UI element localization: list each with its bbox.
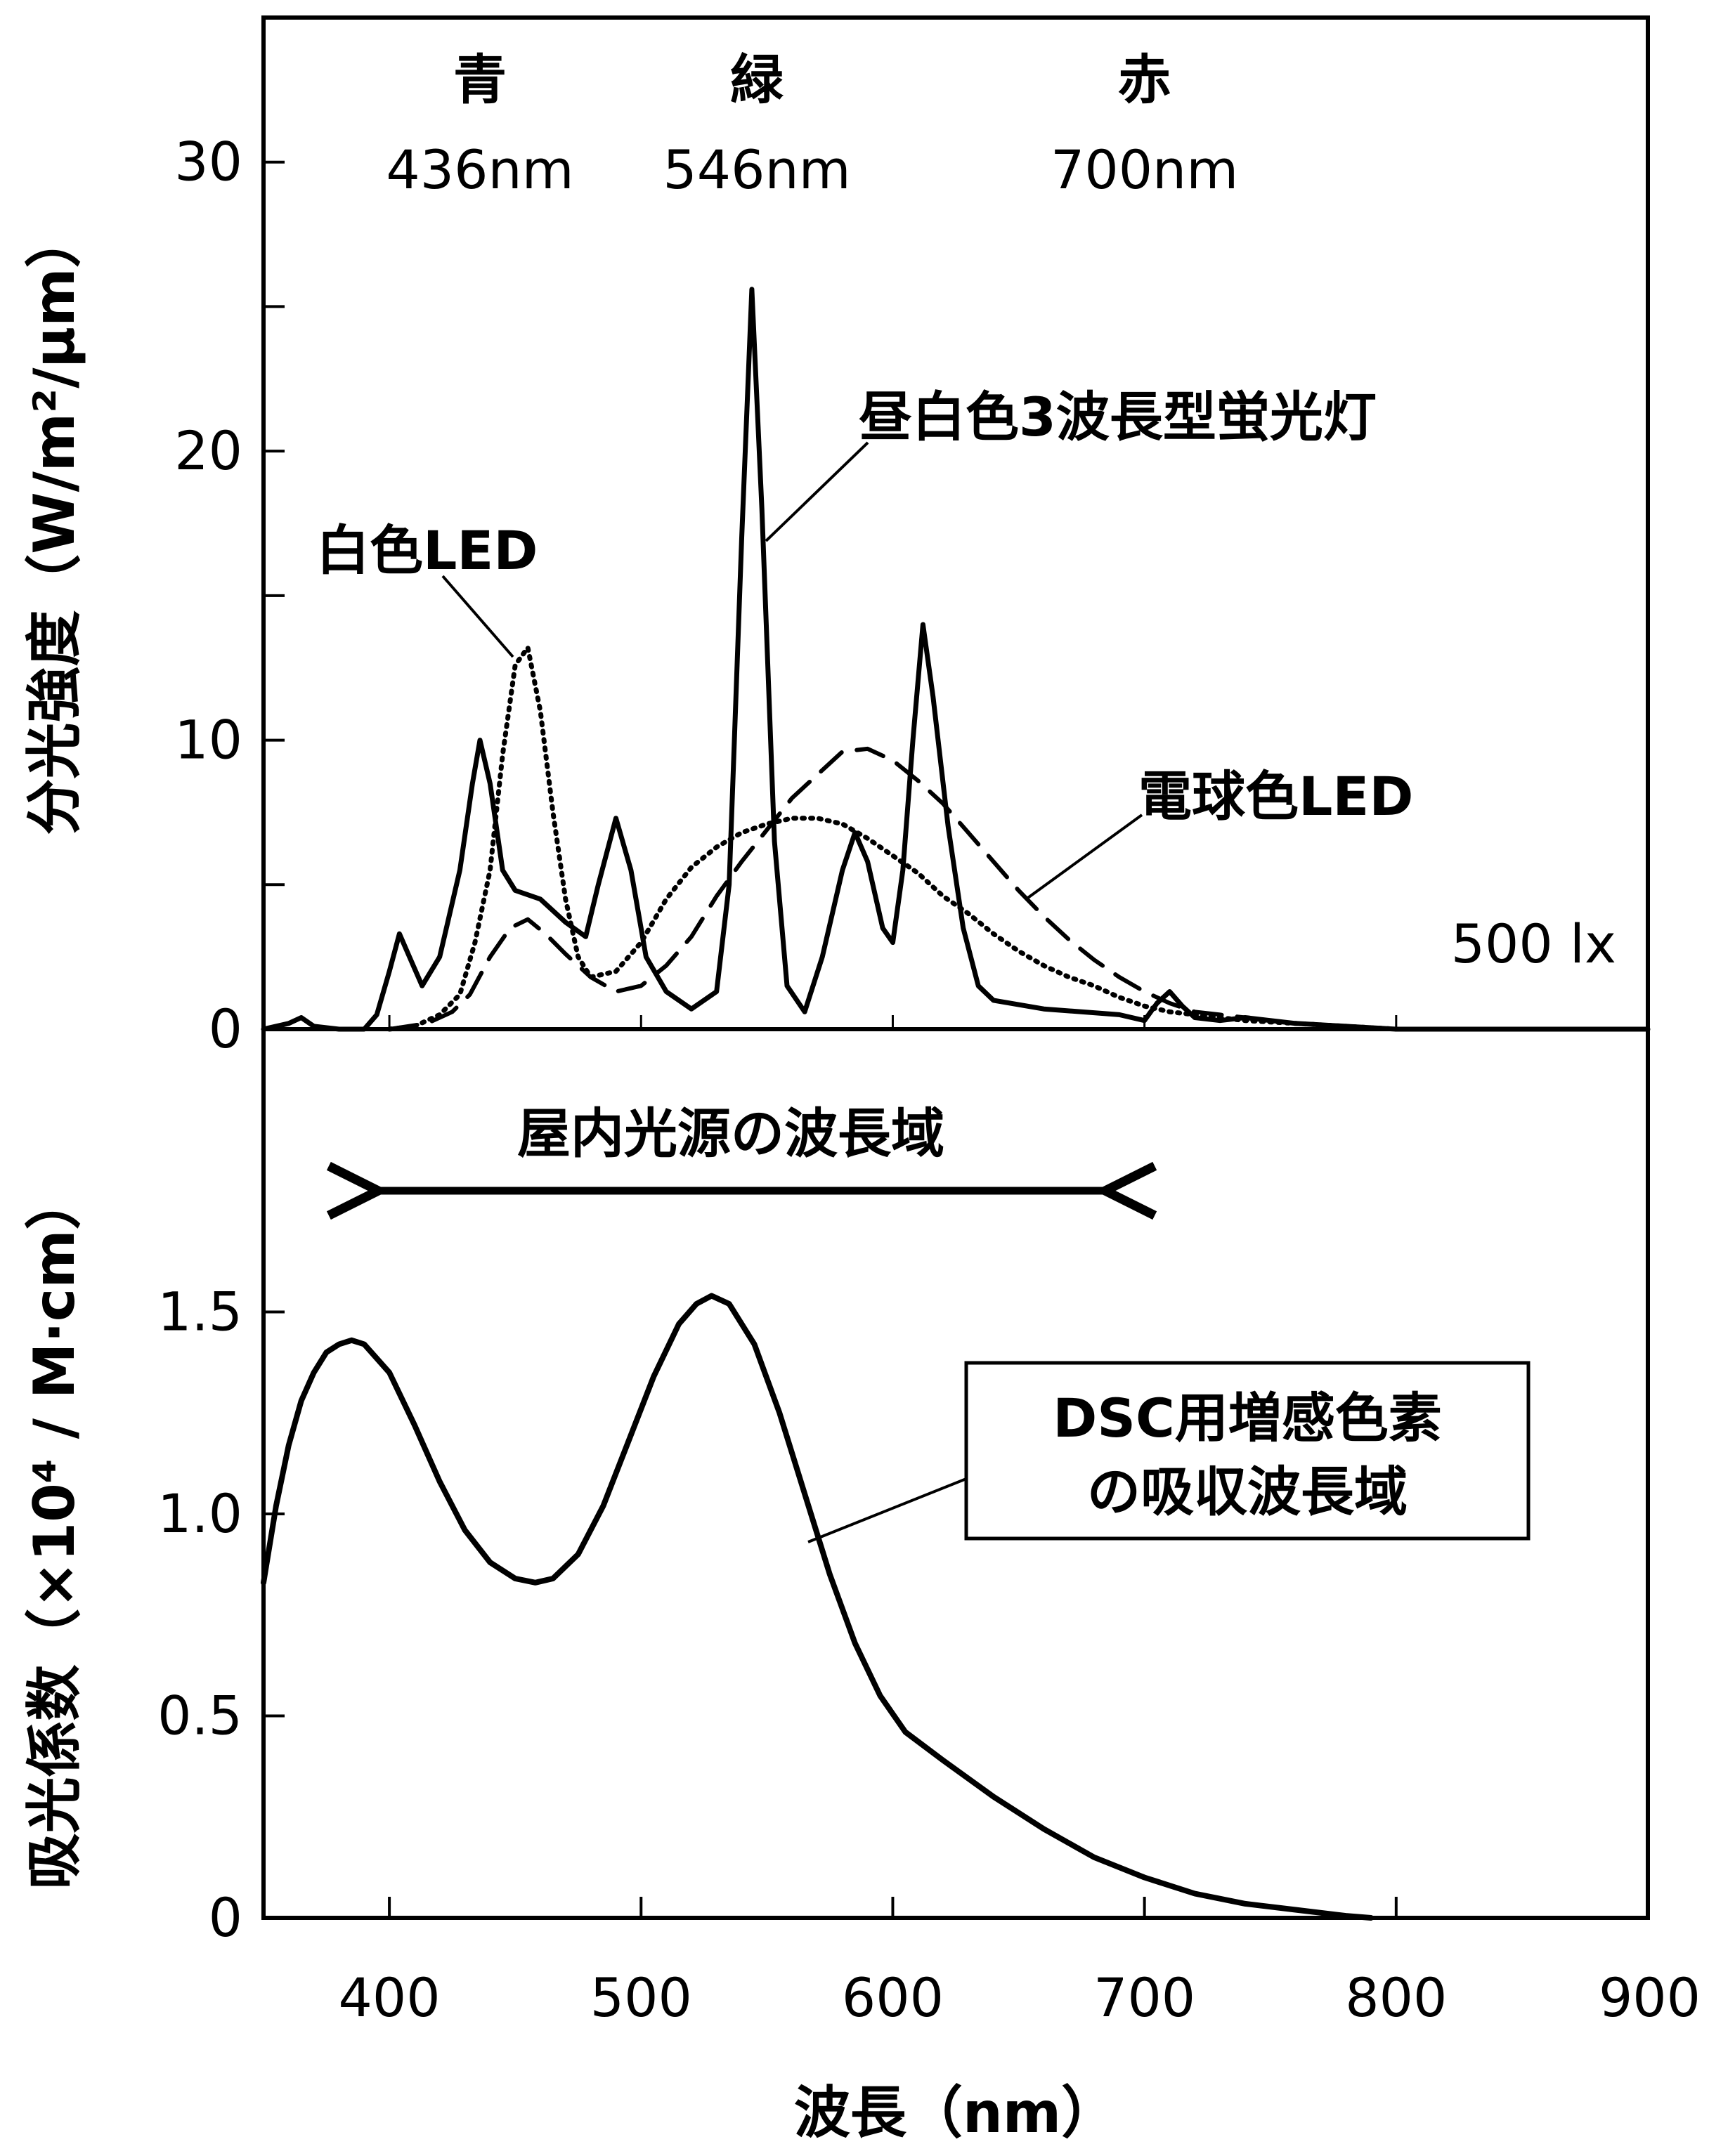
lower-y-axis-title: 吸光係数（×10⁴ / M·cm） — [22, 1173, 87, 1889]
leader-fluorescent — [765, 441, 869, 542]
dye-label-box — [964, 1361, 1531, 1541]
lower-y-tick-label: 1.0 — [157, 1482, 242, 1545]
color-wavelength-label: 700nm — [1051, 138, 1238, 201]
x-tick-label: 600 — [842, 1966, 944, 2029]
lower-y-tick-label: 1.5 — [157, 1281, 242, 1343]
upper-y-tick-label: 10 — [174, 709, 242, 771]
upper-y-tick-label: 30 — [174, 131, 242, 193]
upper-y-ticks: 0 10 20 30 — [174, 131, 285, 1060]
lower-y-ticks: 0 0.5 1.0 1.5 — [157, 1281, 285, 1949]
illuminance-note: 500 lx — [1451, 913, 1616, 975]
x-ticks: 400 500 600 700 800 900 — [339, 1015, 1701, 2029]
x-tick-label: 400 — [339, 1966, 441, 2029]
color-labels: 青 436nm 緑 546nm 赤 700nm — [386, 48, 1238, 201]
x-axis-title: 波長（nm） — [794, 2080, 1117, 2145]
x-tick-label: 700 — [1093, 1966, 1195, 2029]
color-wavelength-label: 436nm — [386, 138, 573, 201]
color-wavelength-label: 546nm — [663, 138, 850, 201]
upper-y-axis-title: 分光強度（W/m²/μm） — [22, 211, 87, 835]
upper-series-group — [261, 287, 1651, 1032]
lower-y-tick-label: 0.5 — [157, 1685, 242, 1747]
lower-series-group — [261, 1293, 1374, 1921]
series-line-3 — [387, 746, 1398, 1031]
series-label-fluorescent: 昼白色3波長型蛍光灯 — [859, 386, 1377, 448]
upper-y-tick-label: 0 — [209, 998, 242, 1060]
x-tick-label: 500 — [590, 1966, 692, 2029]
series-label-white-led: 白色LED — [316, 519, 538, 582]
lower-y-tick-label: 0 — [209, 1886, 242, 1949]
lower-plot-frame — [261, 1027, 1650, 1920]
color-name-label: 赤 — [1118, 48, 1171, 111]
dye-label-line-2: の吸収波長域 — [1087, 1461, 1408, 1523]
absorption-line — [261, 1293, 1374, 1921]
leader-dye — [807, 1477, 967, 1543]
color-name-label: 青 — [453, 48, 507, 111]
color-name-label: 緑 — [730, 48, 784, 111]
x-tick-label: 800 — [1345, 1966, 1447, 2029]
series-label-bulb-led: 電球色LED — [1138, 765, 1413, 828]
leader-bulb-led — [1025, 814, 1143, 901]
x-tick-label: 900 — [1599, 1966, 1701, 2029]
range-arrow-label: 屋内光源の波長域 — [517, 1102, 944, 1165]
dye-label-line-1: DSC用増感色素 — [1053, 1387, 1442, 1449]
leader-white-led — [441, 575, 514, 658]
series-line-2 — [386, 645, 1399, 1032]
upper-y-tick-label: 20 — [174, 419, 242, 482]
